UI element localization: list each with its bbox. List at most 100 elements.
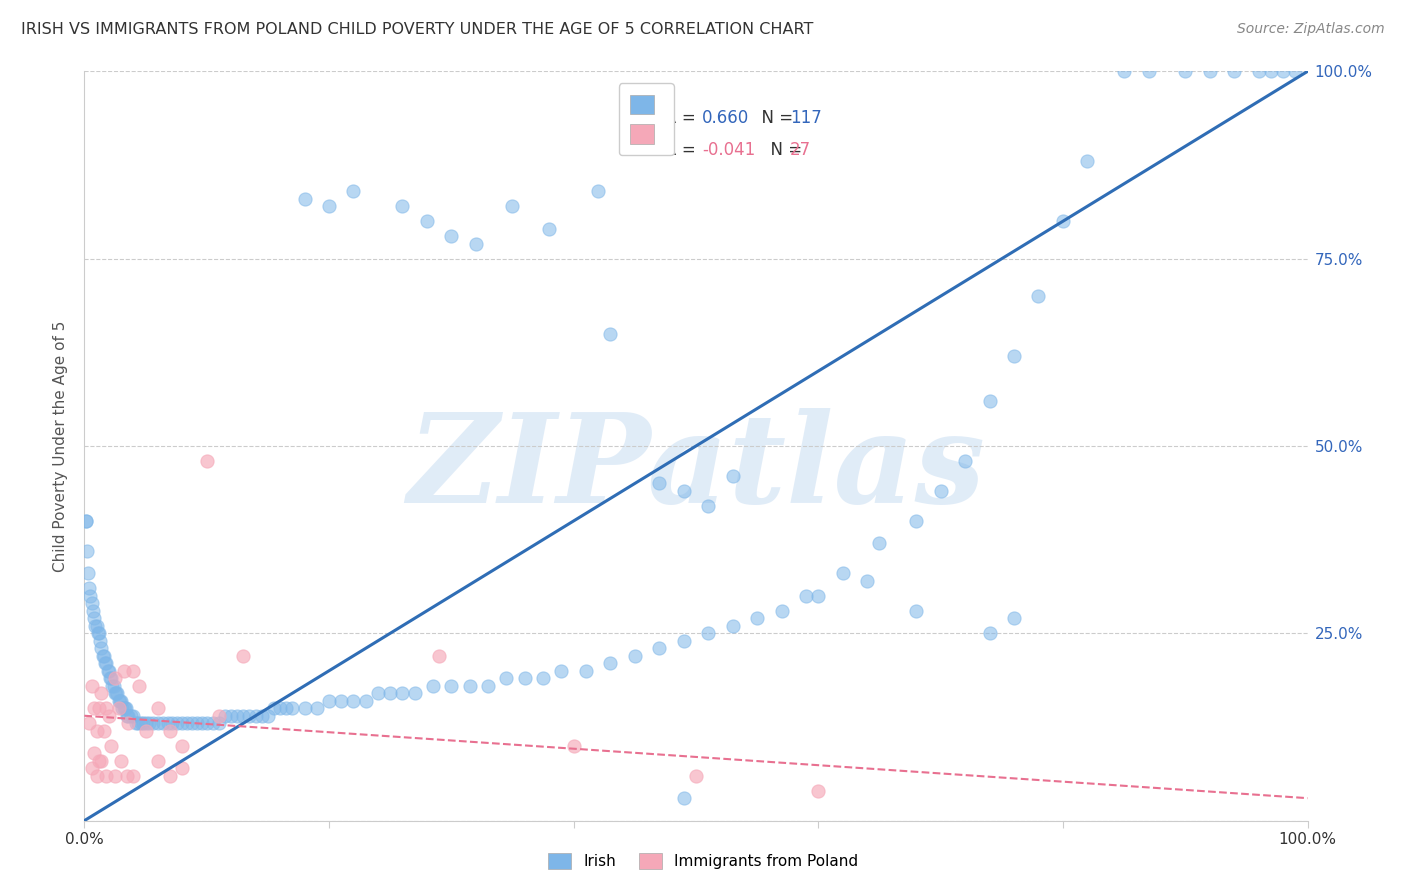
Point bbox=[245, 708, 267, 723]
Point bbox=[232, 648, 254, 663]
Point bbox=[685, 769, 707, 783]
Point bbox=[83, 746, 105, 760]
Point bbox=[146, 701, 169, 715]
Point bbox=[697, 499, 720, 513]
Point bbox=[86, 723, 108, 738]
Y-axis label: Child Poverty Under the Age of 5: Child Poverty Under the Age of 5 bbox=[53, 320, 69, 572]
Point bbox=[107, 701, 129, 715]
Point bbox=[186, 716, 208, 731]
Text: ZIPatlas: ZIPatlas bbox=[406, 408, 986, 529]
Point bbox=[440, 229, 463, 244]
Point bbox=[562, 739, 585, 753]
Point bbox=[80, 761, 103, 775]
Point bbox=[122, 664, 145, 678]
Point bbox=[195, 454, 218, 468]
Point bbox=[305, 701, 328, 715]
Point bbox=[1028, 289, 1050, 303]
Point bbox=[75, 514, 97, 528]
Point bbox=[276, 701, 298, 715]
Point bbox=[697, 626, 720, 640]
Point bbox=[1247, 64, 1270, 78]
Point bbox=[1284, 64, 1306, 78]
Point bbox=[122, 708, 145, 723]
Point bbox=[721, 619, 744, 633]
Point bbox=[599, 657, 621, 671]
Point bbox=[550, 664, 572, 678]
Point bbox=[502, 199, 524, 213]
Point bbox=[807, 783, 830, 797]
Point bbox=[75, 514, 97, 528]
Point bbox=[83, 611, 105, 625]
Text: R =: R = bbox=[665, 109, 702, 127]
Point bbox=[208, 708, 231, 723]
Point bbox=[86, 619, 108, 633]
Point bbox=[747, 611, 769, 625]
Point bbox=[1198, 64, 1220, 78]
Point bbox=[1002, 611, 1025, 625]
Point bbox=[979, 394, 1001, 409]
Point bbox=[93, 723, 115, 738]
Point bbox=[250, 708, 273, 723]
Point bbox=[135, 716, 157, 731]
Point bbox=[464, 236, 486, 251]
Point bbox=[117, 716, 139, 731]
Point bbox=[831, 566, 853, 581]
Point bbox=[166, 716, 188, 731]
Point bbox=[115, 701, 138, 715]
Point bbox=[115, 708, 138, 723]
Point bbox=[575, 664, 598, 678]
Point bbox=[367, 686, 389, 700]
Point bbox=[107, 694, 129, 708]
Point bbox=[104, 686, 127, 700]
Point bbox=[87, 701, 110, 715]
Point bbox=[90, 641, 112, 656]
Point bbox=[122, 769, 145, 783]
Point bbox=[648, 641, 671, 656]
Point bbox=[905, 514, 928, 528]
Point bbox=[86, 769, 108, 783]
Point bbox=[77, 566, 100, 581]
Point bbox=[354, 694, 377, 708]
Point bbox=[112, 701, 135, 715]
Point bbox=[294, 701, 316, 715]
Point bbox=[89, 633, 111, 648]
Point bbox=[77, 582, 100, 596]
Point bbox=[391, 199, 413, 213]
Point bbox=[929, 483, 952, 498]
Point bbox=[97, 708, 120, 723]
Point bbox=[195, 716, 218, 731]
Point bbox=[672, 483, 695, 498]
Point bbox=[76, 544, 98, 558]
Point bbox=[391, 686, 413, 700]
Point bbox=[232, 708, 254, 723]
Point bbox=[427, 648, 450, 663]
Point bbox=[77, 716, 100, 731]
Point bbox=[110, 694, 132, 708]
Point bbox=[1260, 64, 1282, 78]
Point bbox=[156, 716, 179, 731]
Point bbox=[172, 761, 194, 775]
Point bbox=[110, 754, 132, 768]
Point bbox=[440, 679, 463, 693]
Legend: , : , bbox=[619, 84, 673, 155]
Point bbox=[97, 664, 120, 678]
Point bbox=[146, 716, 169, 731]
Point bbox=[100, 671, 122, 685]
Point bbox=[159, 769, 181, 783]
Point bbox=[214, 708, 236, 723]
Point bbox=[90, 754, 112, 768]
Point bbox=[538, 221, 561, 235]
Point bbox=[294, 192, 316, 206]
Text: IRISH VS IMMIGRANTS FROM POLAND CHILD POVERTY UNDER THE AGE OF 5 CORRELATION CHA: IRISH VS IMMIGRANTS FROM POLAND CHILD PO… bbox=[21, 22, 814, 37]
Point bbox=[672, 633, 695, 648]
Point bbox=[80, 596, 103, 610]
Point bbox=[79, 589, 101, 603]
Point bbox=[1052, 214, 1074, 228]
Point bbox=[146, 754, 169, 768]
Point bbox=[477, 679, 499, 693]
Point bbox=[172, 739, 194, 753]
Point bbox=[176, 716, 198, 731]
Point bbox=[191, 716, 214, 731]
Text: 117: 117 bbox=[790, 109, 823, 127]
Point bbox=[108, 694, 131, 708]
